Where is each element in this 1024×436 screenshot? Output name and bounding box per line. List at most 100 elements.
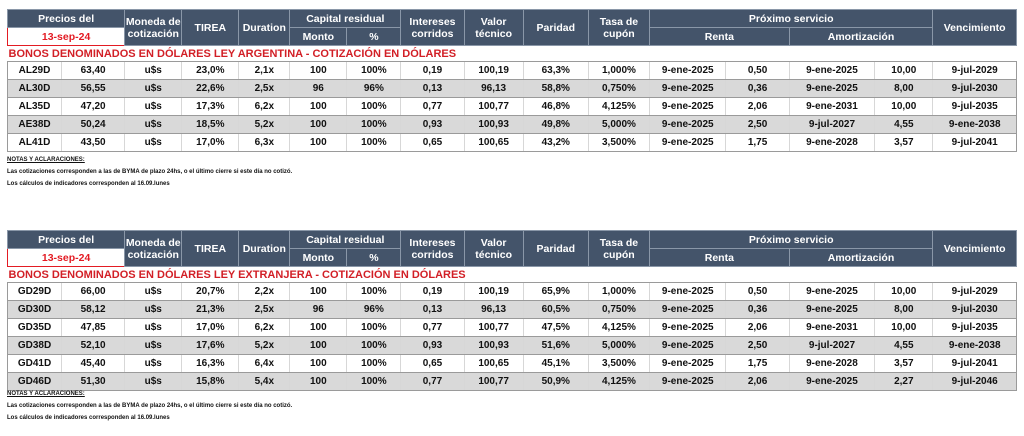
moneda-cell: u$s xyxy=(124,336,182,355)
paridad-cell: 60,5% xyxy=(522,300,589,319)
renta-monto-cell: 1,75 xyxy=(725,354,790,373)
precio-cell: 50,24 xyxy=(61,115,125,134)
capital-pct-cell: 96% xyxy=(346,79,401,98)
tirea-cell: 17,0% xyxy=(181,318,239,337)
valor-tecnico-cell: 100,93 xyxy=(463,115,524,134)
vencimiento-header: Vencimiento xyxy=(932,9,1017,46)
moneda-cell: u$s xyxy=(124,282,182,301)
tirea-header: TIREA xyxy=(181,9,240,46)
monto-cell: 96 xyxy=(289,300,347,319)
valor-tecnico-cell: 100,77 xyxy=(463,372,524,391)
monto-cell: 100 xyxy=(289,318,347,337)
amortizacion-monto-cell: 4,55 xyxy=(874,115,933,134)
vencimiento-cell: 9-jul-2030 xyxy=(932,300,1017,319)
amortizacion-fecha-cell: 9-ene-2028 xyxy=(788,354,875,373)
monto-cell: 100 xyxy=(289,282,347,301)
table-row: GD38D 52,10 u$s 17,6% 5,2x 100 100% 0,93 100,93 5… xyxy=(6,336,1017,355)
moneda-cell: u$s xyxy=(124,61,182,80)
capital-pct-cell: 100% xyxy=(346,354,401,373)
table-row: GD30D 58,12 u$s 21,3% 2,5x 96 96% 0,13 96,13 60,5… xyxy=(6,300,1017,319)
tirea-cell: 18,5% xyxy=(181,115,239,134)
table-row: AL35D 47,20 u$s 17,3% 6,2x 100 100% 0,77 100,77 4… xyxy=(6,97,1017,116)
amortizacion-monto-cell: 10,00 xyxy=(874,97,933,116)
tirea-cell: 15,8% xyxy=(181,372,239,391)
tasa-cupon-header: Tasa de cupón xyxy=(587,230,651,267)
tasa-cupon-cell: 3,500% xyxy=(587,133,650,152)
precio-cell: 43,50 xyxy=(61,133,125,152)
monto-cell: 100 xyxy=(289,61,347,80)
valor-tecnico-cell: 96,13 xyxy=(463,300,524,319)
paridad-cell: 47,5% xyxy=(522,318,589,337)
price-date: 13-sep-24 xyxy=(6,27,126,46)
intereses-cell: 0,65 xyxy=(400,354,465,373)
ticker-cell: AL41D xyxy=(6,133,62,152)
notes-block: NOTAS Y ACLARACIONES: Las cotizaciones c… xyxy=(7,154,292,190)
valor-tecnico-cell: 96,13 xyxy=(463,79,524,98)
precio-cell: 58,12 xyxy=(61,300,125,319)
monto-cell: 96 xyxy=(289,79,347,98)
amortizacion-monto-cell: 8,00 xyxy=(874,79,933,98)
renta-fecha-cell: 9-ene-2025 xyxy=(649,282,726,301)
notes-line: Las cotizaciones corresponden a las de B… xyxy=(7,403,293,409)
table-row: AE38D 50,24 u$s 18,5% 5,2x 100 100% 0,93 100,93 4… xyxy=(6,115,1017,134)
paridad-cell: 49,8% xyxy=(522,115,589,134)
capital-pct-cell: 100% xyxy=(346,97,401,116)
monto-cell: 100 xyxy=(289,372,347,391)
tasa-cupon-cell: 4,125% xyxy=(587,97,650,116)
amortizacion-fecha-cell: 9-ene-2025 xyxy=(788,282,875,301)
proximo-servicio-header: Próximo servicio xyxy=(649,230,934,249)
duration-cell: 2,5x xyxy=(238,79,290,98)
capital-pct-cell: 100% xyxy=(346,282,401,301)
tirea-cell: 17,6% xyxy=(181,336,239,355)
amortizacion-monto-cell: 3,57 xyxy=(874,354,933,373)
renta-monto-cell: 0,36 xyxy=(725,79,790,98)
intereses-cell: 0,93 xyxy=(400,336,465,355)
renta-monto-cell: 2,50 xyxy=(725,336,790,355)
price-date: 13-sep-24 xyxy=(6,248,126,267)
amortizacion-monto-cell: 10,00 xyxy=(874,318,933,337)
intereses-header: Intereses corridos xyxy=(400,230,465,267)
duration-cell: 6,4x xyxy=(238,354,290,373)
paridad-cell: 50,9% xyxy=(522,372,589,391)
valor-tecnico-header: Valor técnico xyxy=(463,9,524,46)
moneda-cell: u$s xyxy=(124,97,182,116)
table-row: AL41D 43,50 u$s 17,0% 6,3x 100 100% 0,65 100,65 4… xyxy=(6,133,1017,152)
capital-pct-cell: 100% xyxy=(346,133,401,152)
paridad-cell: 58,8% xyxy=(522,79,589,98)
precio-cell: 52,10 xyxy=(61,336,125,355)
capital-pct-cell: 100% xyxy=(346,318,401,337)
valor-tecnico-cell: 100,65 xyxy=(463,354,524,373)
ticker-cell: AL35D xyxy=(6,97,62,116)
tasa-cupon-cell: 4,125% xyxy=(587,318,650,337)
ticker-cell: GD41D xyxy=(6,354,62,373)
tasa-cupon-header: Tasa de cupón xyxy=(587,9,651,46)
duration-cell: 6,2x xyxy=(238,97,290,116)
table-row: GD29D 66,00 u$s 20,7% 2,2x 100 100% 0,19 100,19 6… xyxy=(6,282,1017,301)
amortizacion-monto-cell: 10,00 xyxy=(874,61,933,80)
vencimiento-cell: 9-jul-2041 xyxy=(932,354,1017,373)
tasa-cupon-cell: 5,000% xyxy=(587,115,650,134)
duration-header: Duration xyxy=(238,9,291,46)
monto-header: Monto xyxy=(289,27,348,46)
monto-header: Monto xyxy=(289,248,348,267)
capital-residual-header: Capital residual xyxy=(289,230,402,249)
capital-pct-cell: 96% xyxy=(346,300,401,319)
valor-tecnico-cell: 100,19 xyxy=(463,282,524,301)
ticker-cell: GD29D xyxy=(6,282,62,301)
vencimiento-cell: 9-jul-2046 xyxy=(932,372,1017,391)
renta-fecha-cell: 9-ene-2025 xyxy=(649,61,726,80)
paridad-cell: 51,6% xyxy=(522,336,589,355)
capital-pct-cell: 100% xyxy=(346,115,401,134)
tirea-cell: 16,3% xyxy=(181,354,239,373)
amortizacion-fecha-cell: 9-jul-2027 xyxy=(788,336,875,355)
ticker-cell: GD35D xyxy=(6,318,62,337)
renta-monto-cell: 0,36 xyxy=(725,300,790,319)
moneda-cell: u$s xyxy=(124,354,182,373)
paridad-cell: 65,9% xyxy=(522,282,589,301)
ticker-cell: AL29D xyxy=(6,61,62,80)
intereses-cell: 0,13 xyxy=(400,300,465,319)
bonds-table-ley-extranjera: Precios del Moneda de cotización TIREA D… xyxy=(6,230,1017,391)
amortizacion-monto-cell: 4,55 xyxy=(874,336,933,355)
ticker-cell: GD30D xyxy=(6,300,62,319)
bonds-table-ley-argentina: Precios del Moneda de cotización TIREA D… xyxy=(6,9,1017,152)
